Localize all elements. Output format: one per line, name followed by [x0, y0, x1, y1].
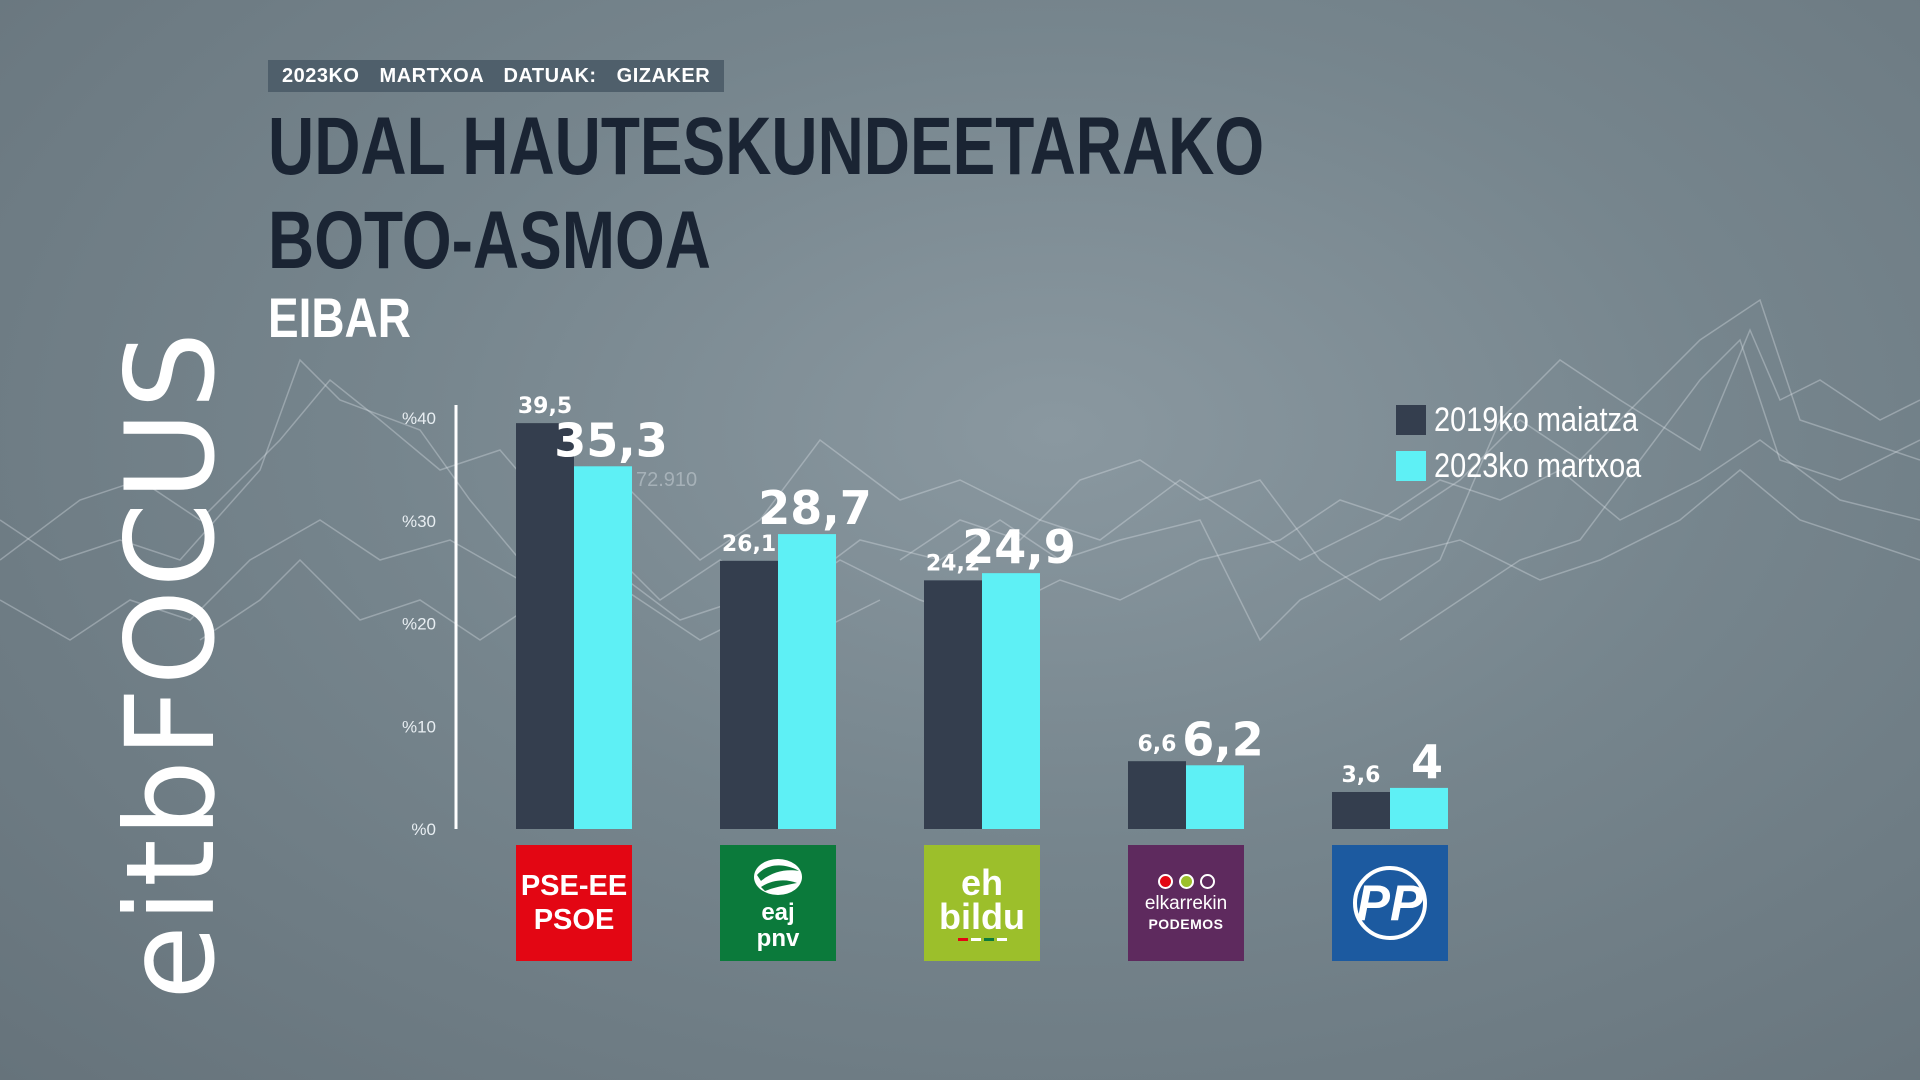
bar-2023: [1186, 765, 1244, 829]
date-label: 2023KO MARTXOA: [282, 65, 484, 87]
background-number: 72.910: [636, 469, 697, 491]
pnv-logo: eaj pnv: [720, 845, 836, 961]
bar-2023: [1390, 787, 1448, 829]
pp-logo-text: PP: [1356, 875, 1424, 931]
podemos-logo-line1: elkarrekin: [1144, 892, 1228, 914]
data-label-2023: 6,2: [1182, 712, 1264, 766]
pnv-leaf-icon: [754, 859, 802, 895]
meta-bar: 2023KO MARTXOA DATUAK: GIZAKER: [268, 60, 725, 92]
legend-swatch-2023: [1396, 451, 1426, 481]
psoe-logo-line1: PSE-EE: [520, 870, 628, 902]
bar-2019: [516, 423, 574, 829]
bildu-logo-line2: bildu: [939, 895, 1025, 937]
data-label-2023: 4: [1411, 735, 1443, 789]
psoe-logo: PSE-EE PSOE: [516, 845, 632, 961]
data-label-2019: 24,2: [926, 551, 980, 576]
legend-item-2023: 2023ko martxoa: [1396, 446, 1678, 486]
legend-swatch-2019: [1396, 405, 1426, 435]
data-label-2023: 28,7: [758, 481, 872, 535]
legend-label-2023: 2023ko martxoa: [1434, 446, 1642, 485]
legend: 2019ko maiatza 2023ko martxoa: [1396, 400, 1678, 492]
chart-title: UDAL HAUTESKUNDEETARAKO BOTO-ASMOA: [268, 100, 1264, 288]
pnv-logo-line1: eaj: [761, 899, 795, 926]
podemos-logo-line2: PODEMOS: [1148, 915, 1224, 932]
y-tick-label: %40: [402, 409, 436, 428]
bildu-logo: eh bildu: [924, 845, 1040, 961]
podemos-logo: elkarrekin PODEMOS: [1128, 845, 1244, 961]
data-label-2019: 6,6: [1138, 732, 1177, 757]
bar-2023: [982, 573, 1040, 829]
bar-2023: [574, 466, 632, 829]
psoe-logo-line2: PSOE: [533, 904, 615, 936]
data-label-2023: 35,3: [554, 413, 668, 467]
title-line-2: BOTO-ASMOA: [268, 195, 711, 286]
y-tick-label: %0: [411, 820, 436, 839]
pp-logo: PP: [1332, 845, 1448, 961]
y-tick-label: %30: [402, 512, 436, 531]
y-tick-label: %20: [402, 615, 436, 634]
bar-2019: [720, 560, 778, 829]
data-label-2019: 3,6: [1342, 763, 1381, 788]
bar-2023: [778, 534, 836, 829]
bar-2019: [1332, 792, 1390, 829]
bildu-logo-line1: eh: [960, 861, 1003, 903]
source-label: DATUAK: GIZAKER: [503, 65, 711, 87]
legend-label-2019: 2019ko maiatza: [1434, 400, 1639, 439]
title-line-1: UDAL HAUTESKUNDEETARAKO: [268, 101, 1265, 192]
data-label-2019: 26,1: [722, 532, 776, 557]
pp-logo-circle: PP: [1353, 866, 1427, 940]
legend-item-2019: 2019ko maiatza: [1396, 400, 1678, 440]
podemos-circles-icon: [1157, 873, 1215, 889]
bildu-color-stripe: [957, 937, 1007, 941]
pnv-logo-line2: pnv: [756, 925, 800, 952]
data-label-2019: 39,5: [518, 394, 572, 419]
bar-2019: [924, 580, 982, 829]
data-label-2023: 24,9: [962, 520, 1076, 574]
y-tick-label: %10: [402, 717, 436, 736]
bar-2019: [1128, 761, 1186, 829]
chart-subtitle: EIBAR: [268, 286, 411, 349]
